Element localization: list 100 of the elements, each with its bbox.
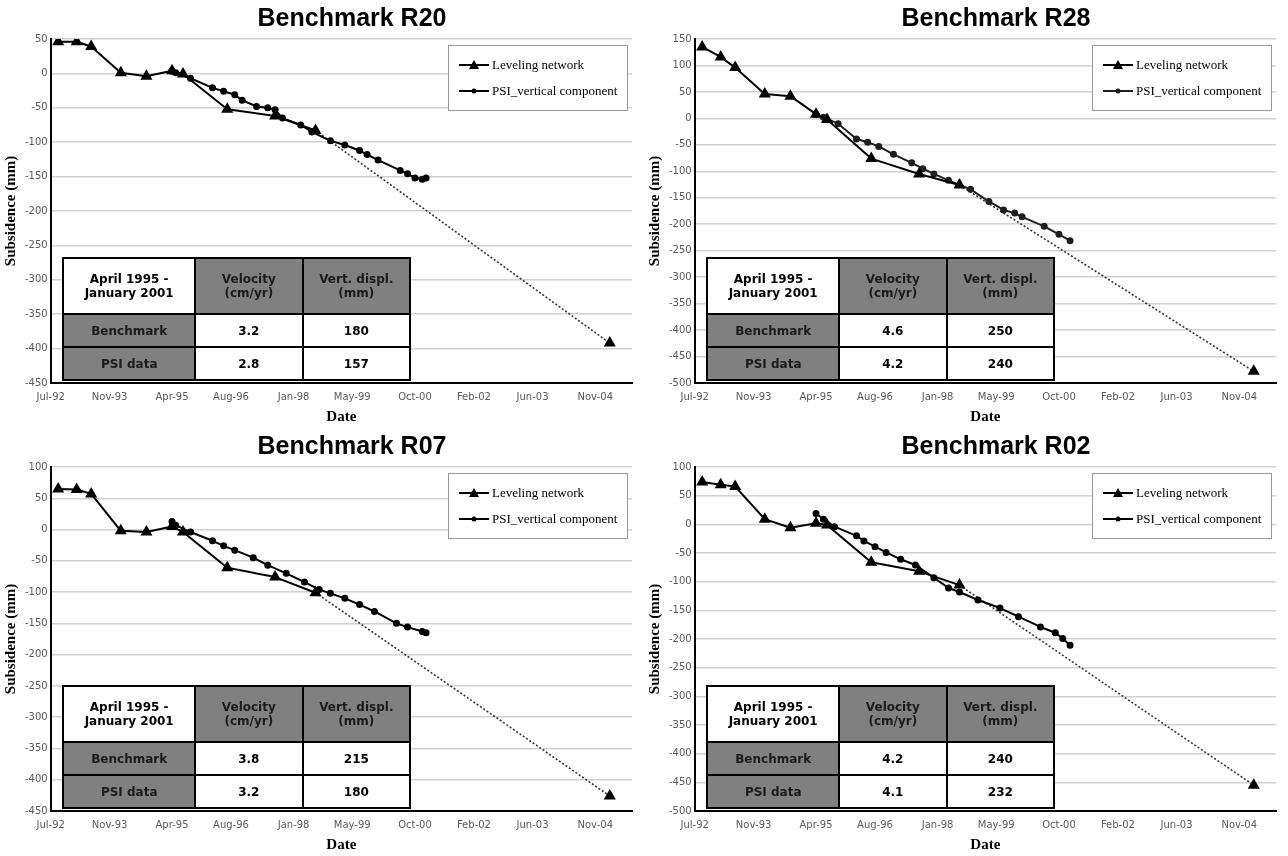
x-tick-label: Oct-00 [398, 390, 432, 402]
x-tick-label: Nov-04 [577, 390, 614, 402]
y-tick-label: -350 [24, 307, 48, 319]
legend-label: PSI_vertical component [1136, 511, 1262, 527]
y-tick-label: -150 [24, 170, 48, 182]
annotation: Velocity (cm/yr) [839, 258, 947, 315]
annotation: 4.2 [839, 347, 947, 380]
x-axis-title: Date [970, 407, 1001, 424]
x-axis-title: Date [326, 835, 357, 852]
y-tick-label: -100 [24, 135, 48, 147]
y-axis-title: Subsidence (mm) [1, 155, 19, 267]
legend-label: PSI_vertical component [492, 511, 618, 527]
x-tick-label: Nov-04 [1221, 818, 1258, 830]
x-tick-label: Jun-03 [1159, 818, 1193, 830]
x-tick-label: Jan-98 [276, 818, 310, 830]
annotation: PSI data [63, 775, 196, 808]
y-tick-label: -100 [668, 575, 692, 587]
annotation: PSI data [63, 347, 196, 380]
x-axis-title: Date [970, 835, 1001, 852]
annotation: 232 [946, 775, 1055, 808]
annotation: 2.8 [195, 347, 303, 380]
annotation: 180 [302, 775, 411, 808]
x-tick-label: Oct-00 [398, 818, 432, 830]
y-tick-label: -300 [668, 270, 692, 282]
y-tick-label: 50 [678, 85, 692, 97]
x-tick-label: Nov-93 [735, 818, 772, 830]
x-tick-label: May-99 [333, 818, 371, 830]
x-tick-label: Jun-03 [515, 390, 549, 402]
y-tick-label: 0 [685, 517, 692, 529]
x-tick-label: Feb-02 [456, 818, 491, 830]
annotation: Benchmark [63, 742, 196, 776]
x-tick-label: Feb-02 [1100, 818, 1135, 830]
y-tick-label: -250 [24, 238, 48, 250]
x-tick-label: Aug-96 [857, 818, 893, 830]
annotation: April 1995 - January 2001 [63, 258, 196, 315]
y-tick-label: -300 [24, 710, 48, 722]
y-axis-title: Subsidence (mm) [645, 583, 663, 695]
x-tick-label: Jun-03 [515, 818, 549, 830]
annotation: Vert. displ. (mm) [946, 686, 1055, 743]
x-tick-label: Jan-98 [920, 818, 954, 830]
y-axis-title: Subsidence (mm) [645, 155, 663, 267]
x-tick-label: Aug-96 [857, 390, 893, 402]
y-tick-label: 150 [672, 32, 692, 44]
chart-title: Benchmark R28 [900, 2, 1092, 33]
x-tick-label: May-99 [977, 818, 1015, 830]
x-tick-label: Apr-95 [155, 390, 189, 402]
y-tick-label: -250 [668, 244, 692, 256]
x-tick-label: May-99 [333, 390, 371, 402]
y-tick-label: -50 [675, 138, 692, 150]
y-tick-label: -250 [668, 661, 692, 673]
annotation: 180 [302, 314, 411, 348]
legend-label: Leveling network [1136, 485, 1229, 501]
y-tick-label: -450 [24, 804, 48, 816]
chart-title: Benchmark R07 [256, 430, 448, 461]
y-tick-label: 0 [685, 111, 692, 123]
y-tick-label: -350 [668, 297, 692, 309]
x-tick-label: Feb-02 [1100, 390, 1135, 402]
annotation: Velocity (cm/yr) [195, 258, 303, 315]
y-tick-label: -50 [31, 101, 48, 113]
annotation: PSI data [707, 347, 840, 380]
y-tick-label: -200 [668, 217, 692, 229]
y-tick-label: -400 [668, 747, 692, 759]
x-tick-label: Nov-93 [735, 390, 772, 402]
y-tick-label: -200 [24, 648, 48, 660]
x-tick-label: Jul-92 [679, 390, 709, 402]
y-tick-label: -500 [668, 804, 692, 816]
y-tick-label: 50 [678, 489, 692, 501]
y-tick-label: 0 [41, 523, 48, 535]
y-tick-label: -50 [675, 546, 692, 558]
x-tick-label: Nov-04 [1221, 390, 1258, 402]
y-tick-label: -150 [668, 603, 692, 615]
annotation: Vert. displ. (mm) [302, 686, 411, 743]
annotation: 4.2 [839, 742, 947, 776]
x-tick-label: Jul-92 [35, 390, 65, 402]
y-tick-label: -400 [24, 342, 48, 354]
chart-title: Benchmark R02 [900, 430, 1092, 461]
annotation: 240 [946, 742, 1055, 776]
y-tick-label: -500 [668, 376, 692, 388]
annotation: Velocity (cm/yr) [839, 686, 947, 743]
chart-title: Benchmark R20 [256, 2, 448, 33]
y-tick-label: 100 [672, 460, 692, 472]
annotation: Benchmark [63, 314, 196, 348]
annotation: 3.2 [195, 314, 303, 348]
y-tick-label: -250 [24, 679, 48, 691]
x-tick-label: Apr-95 [155, 818, 189, 830]
annotation: PSI data [707, 775, 840, 808]
annotation: Vert. displ. (mm) [946, 258, 1055, 315]
y-tick-label: -450 [24, 376, 48, 388]
x-tick-label: Jun-03 [1159, 390, 1193, 402]
legend-label: Leveling network [492, 57, 585, 73]
x-tick-label: Apr-95 [799, 390, 833, 402]
annotation: 4.1 [839, 775, 947, 808]
y-tick-label: -300 [668, 689, 692, 701]
x-tick-label: Aug-96 [213, 390, 249, 402]
x-tick-label: Oct-00 [1042, 390, 1076, 402]
annotation: 215 [302, 742, 411, 776]
y-tick-label: 0 [41, 66, 48, 78]
y-tick-label: -200 [24, 204, 48, 216]
y-axis-title: Subsidence (mm) [1, 583, 19, 695]
annotation: Vert. displ. (mm) [302, 258, 411, 315]
